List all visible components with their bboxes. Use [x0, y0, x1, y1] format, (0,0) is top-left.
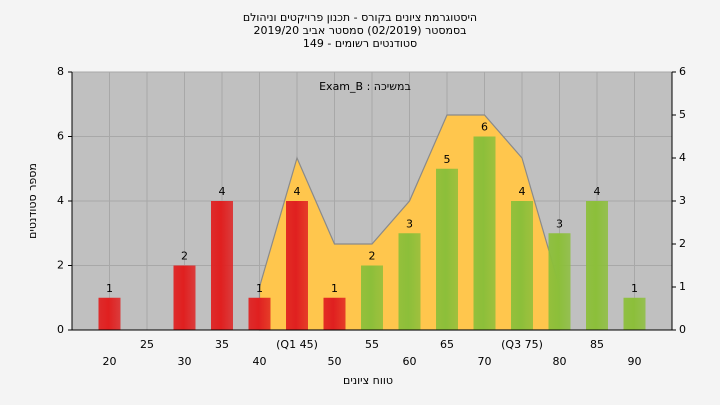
x-tick-label: (Q3 75): [501, 338, 543, 351]
y2-tick-label: 5: [679, 108, 686, 121]
x-tick-label: 85: [590, 338, 604, 351]
value-label: 4: [519, 185, 526, 198]
x-tick-label: 90: [628, 355, 642, 368]
x-tick-label: 50: [328, 355, 342, 368]
bar: [548, 233, 571, 330]
bar: [473, 136, 496, 330]
y2-tick-label: 3: [679, 194, 686, 207]
x-tick-label: 80: [553, 355, 567, 368]
y2-tick-label: 1: [679, 280, 686, 293]
x-tick-label: 60: [403, 355, 417, 368]
value-label: 4: [594, 185, 601, 198]
chart-title: היסטוגרמת ציונים בקורס - תכנון פרויקטים …: [243, 11, 477, 24]
value-label: 5: [444, 153, 451, 166]
x-tick-label: (Q1 45): [276, 338, 318, 351]
value-label: 2: [181, 250, 188, 263]
y-axis-title: מספר סטודנטים: [26, 163, 39, 239]
bar: [323, 297, 346, 330]
value-label: 4: [294, 185, 301, 198]
value-label: 2: [369, 250, 376, 263]
bar: [398, 233, 421, 330]
bar: [511, 201, 533, 330]
y-tick-label: 2: [57, 259, 64, 272]
y-tick-label: 8: [57, 65, 64, 78]
x-tick-label: 55: [365, 338, 379, 351]
bar: [248, 297, 271, 330]
y2-tick-label: 4: [679, 151, 686, 164]
x-tick-label: 70: [478, 355, 492, 368]
bar: [173, 265, 196, 330]
value-label: 4: [219, 185, 226, 198]
x-tick-label: 65: [440, 338, 454, 351]
x-tick-label: 40: [253, 355, 267, 368]
value-label: 3: [556, 217, 563, 230]
value-label: 1: [256, 282, 263, 295]
bar: [286, 201, 308, 330]
value-label: 1: [631, 282, 638, 295]
chart-subtitle: בסמסטר (02/2019) סמסטר אביב 2019/20: [253, 24, 466, 37]
chart-subtitle: סטודנטים רשומים - 149: [303, 37, 417, 50]
y-tick-label: 0: [57, 323, 64, 336]
y2-tick-label: 0: [679, 323, 686, 336]
bar: [623, 297, 646, 330]
value-label: 1: [331, 282, 338, 295]
bar: [211, 201, 233, 330]
annotation: במשיכה : Exam_B: [319, 80, 411, 93]
x-tick-label: 20: [103, 355, 117, 368]
y-tick-label: 4: [57, 194, 64, 207]
bar: [436, 168, 458, 330]
value-label: 3: [406, 217, 413, 230]
value-label: 1: [106, 282, 113, 295]
bar: [98, 297, 121, 330]
x-tick-label: 25: [140, 338, 154, 351]
x-axis-title: טווח ציונים: [343, 374, 393, 387]
y-tick-label: 6: [57, 130, 64, 143]
bar: [586, 201, 608, 330]
y2-tick-label: 2: [679, 237, 686, 250]
x-tick-label: 30: [178, 355, 192, 368]
bar: [361, 265, 383, 330]
value-label: 6: [481, 121, 488, 134]
x-tick-label: 35: [215, 338, 229, 351]
y2-tick-label: 6: [679, 65, 686, 78]
